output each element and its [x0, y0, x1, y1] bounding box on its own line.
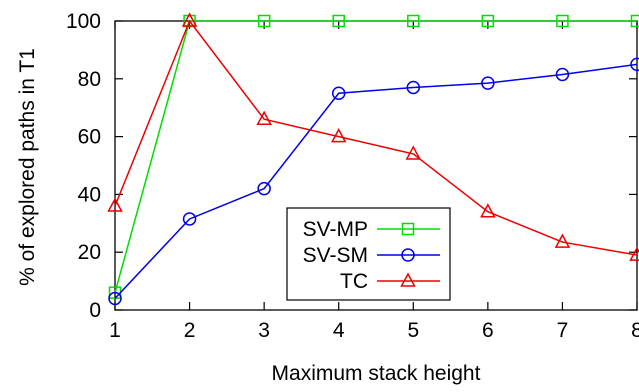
- y-tick-label: 0: [89, 299, 101, 322]
- x-axis-label: Maximum stack height: [272, 362, 481, 385]
- x-tick-label: 8: [631, 319, 639, 342]
- data-point: [556, 235, 569, 247]
- legend-label: SV-MP: [303, 218, 368, 241]
- legend-label: SV-SM: [303, 244, 368, 267]
- y-tick-label: 20: [78, 241, 101, 264]
- y-tick-label: 100: [66, 10, 101, 33]
- x-tick-label: 5: [407, 319, 419, 342]
- x-tick-label: 1: [109, 319, 121, 342]
- y-tick-label: 60: [78, 126, 101, 149]
- x-tick-label: 3: [258, 319, 270, 342]
- x-tick-label: 6: [482, 319, 494, 342]
- legend: SV-MP SV-SM TC: [287, 208, 450, 300]
- x-tick-label: 4: [333, 319, 345, 342]
- x-tick-label: 2: [184, 319, 196, 342]
- x-tick-label: 7: [557, 319, 569, 342]
- y-tick-label: 80: [78, 68, 101, 91]
- y-axis-label: % of explored paths in T1: [16, 48, 39, 286]
- data-point: [481, 205, 494, 217]
- y-tick-label: 40: [78, 183, 101, 206]
- legend-label: TC: [340, 270, 368, 293]
